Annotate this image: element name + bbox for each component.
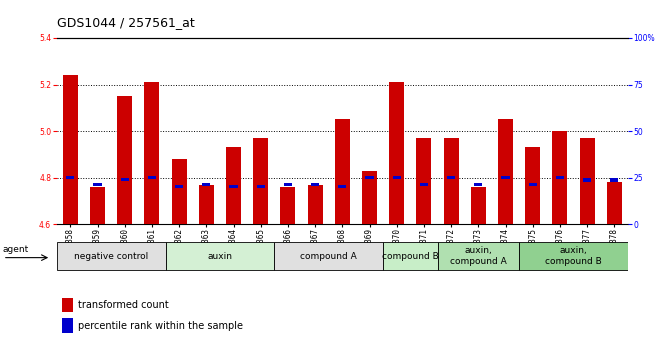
Bar xyxy=(444,138,459,224)
Text: transformed count: transformed count xyxy=(78,300,169,310)
Bar xyxy=(229,185,238,188)
Bar xyxy=(528,183,537,186)
Text: negative control: negative control xyxy=(74,252,148,261)
Bar xyxy=(365,176,373,179)
Bar xyxy=(335,119,350,224)
Bar xyxy=(471,187,486,224)
Bar xyxy=(338,185,347,188)
Bar xyxy=(474,183,482,186)
Bar xyxy=(556,176,564,179)
Bar xyxy=(447,176,456,179)
Bar xyxy=(63,298,73,312)
FancyBboxPatch shape xyxy=(275,243,383,270)
Bar xyxy=(202,183,210,186)
Bar xyxy=(610,178,619,181)
Bar xyxy=(393,176,401,179)
Bar xyxy=(284,183,292,186)
Bar xyxy=(281,187,295,224)
Text: agent: agent xyxy=(3,245,29,254)
Bar xyxy=(175,185,183,188)
Bar xyxy=(90,187,105,224)
Bar xyxy=(308,185,323,224)
FancyBboxPatch shape xyxy=(166,243,275,270)
Bar xyxy=(583,178,591,181)
Text: auxin: auxin xyxy=(208,252,232,261)
Bar xyxy=(311,183,319,186)
Bar xyxy=(362,171,377,224)
Bar xyxy=(121,178,129,181)
Bar xyxy=(257,185,265,188)
FancyBboxPatch shape xyxy=(438,243,519,270)
FancyBboxPatch shape xyxy=(57,243,166,270)
Text: auxin,
compound B: auxin, compound B xyxy=(545,246,602,266)
Bar xyxy=(525,147,540,224)
Bar xyxy=(420,183,428,186)
Bar xyxy=(148,176,156,179)
Bar xyxy=(172,159,186,224)
Text: percentile rank within the sample: percentile rank within the sample xyxy=(78,321,243,331)
Bar xyxy=(502,176,510,179)
Bar xyxy=(552,131,567,224)
Bar xyxy=(94,183,102,186)
Bar xyxy=(63,75,78,224)
Text: compound A: compound A xyxy=(301,252,357,261)
Bar xyxy=(498,119,513,224)
Bar xyxy=(580,138,595,224)
Bar xyxy=(63,318,73,333)
Bar xyxy=(226,147,241,224)
FancyBboxPatch shape xyxy=(383,243,438,270)
Bar xyxy=(118,96,132,224)
FancyBboxPatch shape xyxy=(519,243,628,270)
Bar xyxy=(389,82,404,224)
Text: GDS1044 / 257561_at: GDS1044 / 257561_at xyxy=(57,16,194,29)
Text: auxin,
compound A: auxin, compound A xyxy=(450,246,507,266)
Bar xyxy=(199,185,214,224)
Bar xyxy=(66,176,75,179)
Bar xyxy=(144,82,160,224)
Bar xyxy=(607,182,622,224)
Text: compound B: compound B xyxy=(382,252,439,261)
Bar xyxy=(416,138,432,224)
Bar xyxy=(253,138,269,224)
